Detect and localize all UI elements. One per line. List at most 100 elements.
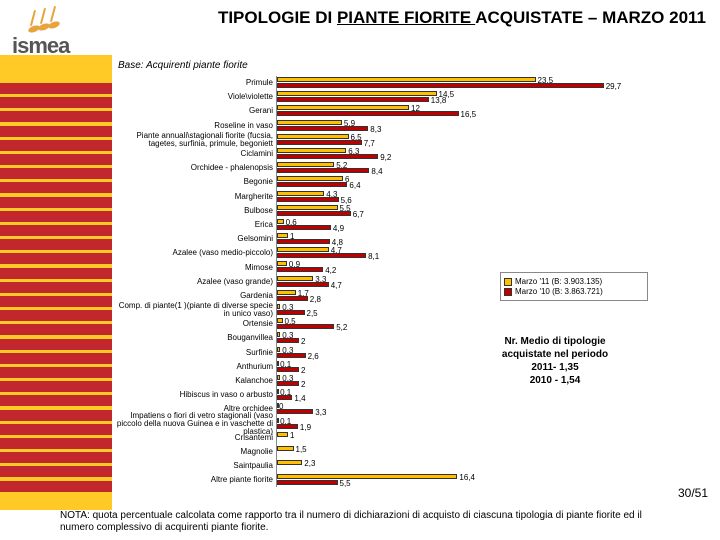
chart-row: Ciclamini6,39,2 [116,147,706,161]
bars: 23,529,7 [276,76,706,90]
bar-series-2 [277,381,299,386]
bar-series-1 [277,375,280,380]
category-label: Gardenia [116,292,276,300]
bar-series-2 [277,310,305,315]
bar-series-1 [277,290,296,295]
category-label: Crisantemi [116,434,276,442]
bars: 5,28,4 [276,161,706,175]
bar-series-2 [277,253,366,258]
chart-row: Hibiscus in vaso o arbusto0,11,4 [116,388,706,402]
bar-series-1 [277,162,334,167]
bar-series-1 [277,389,279,394]
bar-series-2 [277,154,378,159]
bar-series-2 [277,126,368,131]
bars: 1,5 [276,445,706,459]
chart-row: Impatiens o fiori di vetro stagionali (v… [116,417,706,431]
logo-icon [26,5,66,33]
bars: 4,35,6 [276,190,706,204]
bar-series-1 [277,219,284,224]
chart-row: Bulbose5,56,7 [116,204,706,218]
bars: 14,513,8 [276,90,706,104]
category-label: Kalanchoe [116,377,276,385]
category-label: Magnolie [116,448,276,456]
bar-series-2 [277,239,330,244]
bar-series-1 [277,91,437,96]
bar-series-2 [277,324,334,329]
bar-series-2 [277,480,338,485]
legend-swatch [504,288,512,296]
bars: 6,39,2 [276,147,706,161]
category-label: Ortensie [116,320,276,328]
bar-series-2 [277,225,331,230]
page-title: TIPOLOGIE DI PIANTE FIORITE ACQUISTATE –… [206,8,706,28]
bar-series-1 [277,148,346,153]
category-label: Saintpaulia [116,462,276,470]
bar-series-2 [277,182,347,187]
category-label: Bouganvillea [116,334,276,342]
chart-row: Ortensie0,55,2 [116,317,706,331]
value-label: 5,5 [340,479,351,488]
bar-series-1 [277,247,329,252]
bars: 2,3 [276,459,706,473]
bar-series-1 [277,120,342,125]
bar-series-2 [277,168,369,173]
bar-series-1 [277,361,279,366]
bars: 03,3 [276,402,706,416]
bars: 14,8 [276,232,706,246]
page-number: 30/51 [678,486,708,500]
category-label: Surfinie [116,349,276,357]
bar-series-1 [277,176,343,181]
bar-series-1 [277,134,349,139]
info-box: Nr. Medio di tipologie acquistate nel pe… [490,335,620,387]
bar-series-2 [277,111,459,116]
chart-row: Gelsomini14,8 [116,232,706,246]
chart-row: Gerani1216,5 [116,104,706,118]
chart-row: Saintpaulia2,3 [116,459,706,473]
bar-series-1 [277,474,457,479]
value-label: 1 [290,431,294,440]
category-label: Azalee (vaso medio-piccolo) [116,249,276,257]
bar-series-2 [277,296,308,301]
legend-label: Marzo '10 (B: 3.863.721) [515,287,603,296]
category-label: Impatiens o fiori di vetro stagionali (v… [116,412,276,436]
category-label: Begonie [116,178,276,186]
bars: 5,56,7 [276,204,706,218]
bar-series-1 [277,233,288,238]
bar-series-2 [277,395,292,400]
bar-series-2 [277,267,323,272]
category-label: Viole\violette [116,93,276,101]
legend-swatch [504,278,512,286]
legend-item: Marzo '11 (B: 3.903.135) [504,277,644,286]
bar-series-1 [277,446,294,451]
chart-row: Begonie66,4 [116,175,706,189]
chart-row: Erica0,64,9 [116,218,706,232]
bars: 4,78,1 [276,246,706,260]
category-label: Comp. di piante(1 )(piante di diverse sp… [116,302,276,318]
legend-item: Marzo '10 (B: 3.863.721) [504,287,644,296]
chart-row: Margherite4,35,6 [116,190,706,204]
category-label: Mimose [116,264,276,272]
bar-series-1 [277,318,283,323]
bar-series-2 [277,367,299,372]
bars: 1 [276,431,706,445]
category-label: Anthurium [116,363,276,371]
bar-series-2 [277,424,298,429]
bars: 5,98,3 [276,119,706,133]
chart-row: Piante annuali\stagionali fiorite (fucsi… [116,133,706,147]
bar-series-2 [277,83,604,88]
chart-row: Primule23,529,7 [116,76,706,90]
bar-series-1 [277,77,536,82]
title-pre: TIPOLOGIE DI [218,8,337,27]
category-label: Gerani [116,107,276,115]
bar-series-1 [277,205,338,210]
category-label: Primule [116,79,276,87]
chart-row: Orchidee - phalenopsis5,28,4 [116,161,706,175]
value-label: 1,5 [296,445,307,454]
chart-row: Azalee (vaso medio-piccolo)4,78,1 [116,246,706,260]
bar-series-2 [277,338,299,343]
bar-series-2 [277,409,313,414]
bar-series-2 [277,97,429,102]
bar-series-2 [277,197,339,202]
bars: 66,4 [276,175,706,189]
bar-series-1 [277,304,280,309]
